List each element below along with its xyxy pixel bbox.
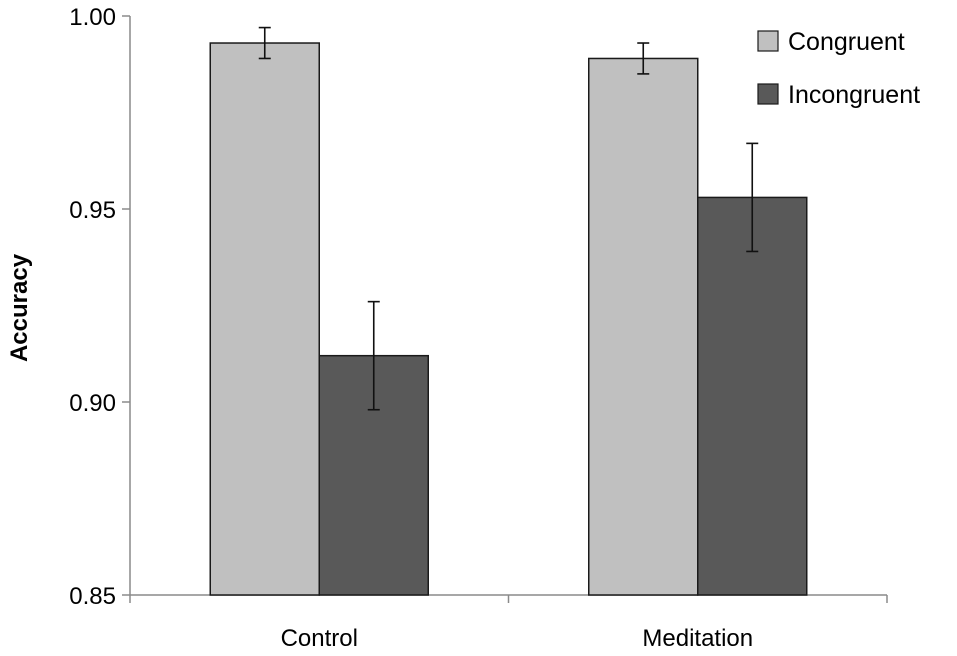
y-axis-label: Accuracy bbox=[6, 253, 33, 362]
bar-congruent-meditation bbox=[588, 57, 699, 596]
legend-label-incongruent: Incongruent bbox=[788, 81, 920, 109]
y-ticks: 0.85 0.90 0.95 1.00 bbox=[69, 4, 130, 610]
bar-incongruent-meditation bbox=[697, 196, 808, 596]
bar-congruent-control bbox=[209, 42, 320, 596]
y-tick-label: 0.95 bbox=[69, 197, 116, 224]
x-ticks bbox=[129, 595, 888, 603]
bars bbox=[209, 42, 808, 596]
error-bar-congruent-control bbox=[258, 26, 271, 60]
y-tick-label: 1.00 bbox=[69, 4, 116, 31]
y-tick-label: 0.90 bbox=[69, 390, 116, 417]
y-tick-label: 0.85 bbox=[69, 583, 116, 610]
error-bar-incongruent-meditation bbox=[746, 142, 759, 253]
category-labels: Control Meditation bbox=[281, 625, 754, 652]
legend: Congruent Incongruent bbox=[757, 28, 920, 109]
category-label-meditation: Meditation bbox=[642, 625, 753, 652]
error-bar-incongruent-control bbox=[367, 300, 380, 411]
error-bar-congruent-meditation bbox=[637, 42, 650, 75]
legend-swatch-congruent bbox=[757, 30, 779, 52]
error-bars bbox=[258, 26, 759, 411]
legend-swatch-incongruent bbox=[757, 83, 779, 105]
legend-label-congruent: Congruent bbox=[788, 28, 905, 56]
category-label-control: Control bbox=[281, 625, 358, 652]
